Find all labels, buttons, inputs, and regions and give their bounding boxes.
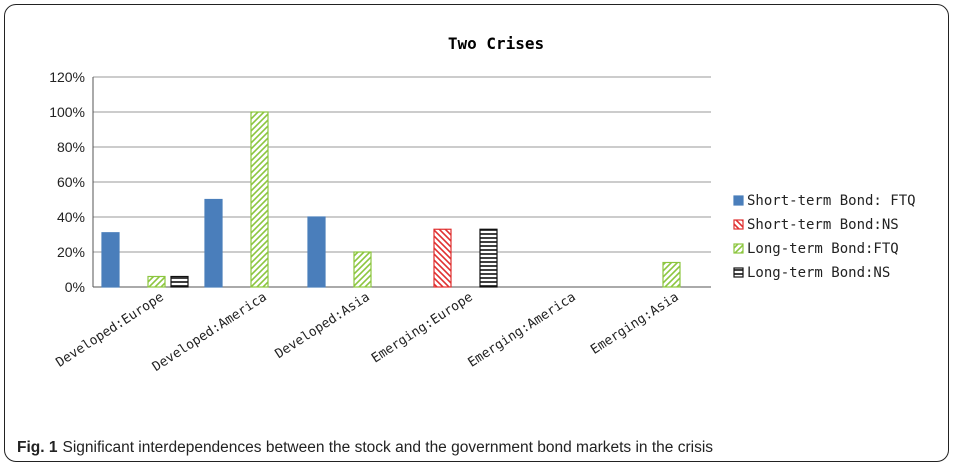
x-tick-label: Emerging:Asia (588, 290, 682, 358)
x-tick-label: Emerging:America (465, 290, 578, 371)
x-tick-label: Developed:Europe (53, 290, 166, 371)
y-tick-label: 60% (57, 174, 85, 190)
legend-entry: Long-term Bond:NS (747, 265, 890, 281)
bar (662, 261, 681, 288)
bar (101, 232, 120, 288)
x-tick-label: Developed:Asia (273, 290, 373, 362)
y-tick-label: 120% (49, 69, 85, 85)
legend-entry: Short-term Bond:NS (747, 217, 899, 233)
legend-entry: Long-term Bond:FTQ (747, 241, 899, 257)
legend-swatch (733, 267, 744, 278)
y-tick-label: 80% (57, 139, 85, 155)
bar (353, 251, 372, 288)
legend-swatch (733, 219, 744, 230)
x-tick-label: Developed:America (150, 290, 270, 375)
figure-frame: Two Crises 0% 20% 40% 60% 80% 100% 120% Develo… (4, 4, 949, 462)
y-tick-label: 20% (57, 244, 85, 260)
caption-text: Significant interdependences between the… (62, 439, 714, 456)
bar (147, 275, 166, 288)
y-tick-label: 0% (65, 279, 85, 295)
caption-label: Fig. 1 (17, 439, 58, 456)
gridlines (92, 76, 711, 288)
legend-entry: Short-term Bond: FTQ (747, 193, 916, 209)
bar (204, 198, 223, 288)
legend-swatch (733, 243, 744, 254)
bars (101, 111, 681, 288)
bar (307, 216, 326, 288)
y-tick-label: 100% (49, 104, 85, 120)
legend-swatch (733, 195, 744, 206)
x-tick-label: Emerging:Europe (369, 290, 476, 367)
y-axis-ticks: 0% 20% 40% 60% 80% 100% 120% (49, 69, 85, 295)
bar (433, 228, 452, 288)
legend: Short-term Bond: FTQ Short-term Bond:NS Lo… (733, 193, 916, 281)
bar (250, 111, 269, 288)
y-tick-label: 40% (57, 209, 85, 225)
bar (479, 228, 498, 288)
chart-title: Two Crises (448, 34, 544, 53)
bar (170, 275, 189, 288)
bar-chart: Two Crises 0% 20% 40% 60% 80% 100% 120% Develo… (49, 34, 916, 375)
figure-caption: Fig. 1 Significant interdependences betwe… (17, 439, 713, 457)
